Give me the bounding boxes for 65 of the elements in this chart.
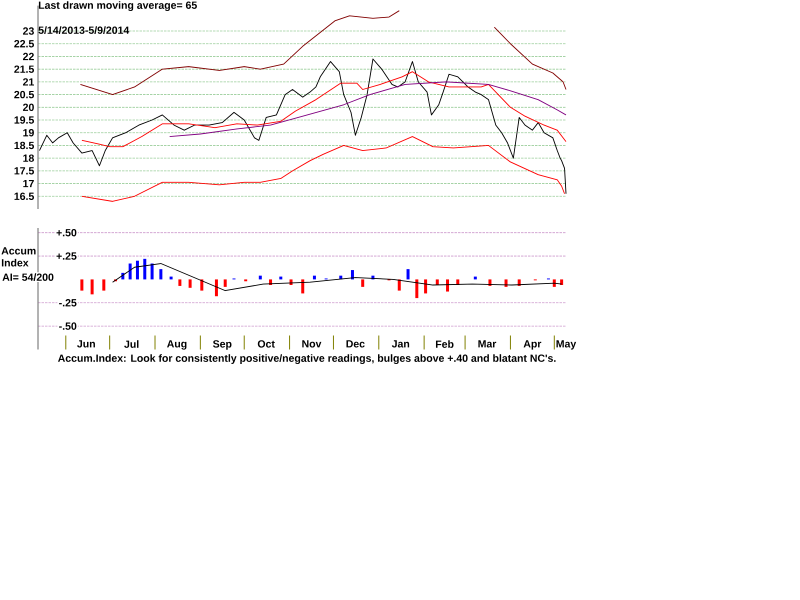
bar [560,279,564,286]
bar [474,276,477,280]
bar [80,279,84,291]
x-tick-label: Mar [478,340,496,348]
y-tick-label: 18 [23,154,34,162]
bar [436,279,439,286]
text: 5/14/2013-5/9/2014 [38,26,130,34]
x-tick-label: Aug [167,340,186,350]
bar [150,264,154,280]
bar [102,279,106,291]
y-tick-label: 19.5 [14,116,34,124]
bar [90,279,94,294]
y-tick-label: +.50 [56,228,76,236]
y-tick-label: 22.5 [14,40,34,48]
x-tick-label: May [556,340,576,350]
annotation: AI= 54/200 [2,273,54,282]
line-series [81,71,566,148]
line-series [169,81,566,137]
bar [128,264,132,280]
x-tick-label: Jan [392,340,410,348]
y-tick-label: 17.5 [14,167,34,175]
x-tick-label: Nov [302,340,322,348]
line-series [81,136,565,202]
chart-title: Last drawn moving average= 65 [38,1,197,12]
y-tick-label: 23 [22,27,34,35]
text: Accum.Index: Look for consistently positive/negative readings, bulges above +.40 and blatant NC's. [58,354,556,364]
y-tick-label: 16.5 [14,192,34,200]
y-tick-label: 20 [22,104,34,112]
y-tick-label: 20.5 [14,90,34,98]
bar [136,260,139,280]
x-tick-label: Feb [436,340,454,348]
y-tick-label: 22 [22,52,34,60]
bar [312,276,316,280]
y-tick-label: 19 [23,129,34,136]
bar [143,258,146,280]
y-tick-label: -.50 [59,322,76,330]
bar [350,270,354,280]
bar [415,279,418,298]
bar [214,279,218,296]
y-tick-label: 21.5 [14,65,34,73]
x-tick-label: Apr [524,340,542,350]
bar [361,279,364,287]
bar [258,276,262,280]
bar [170,276,173,280]
y-tick-label: 17 [23,180,34,188]
x-tick-label: Dec [346,340,365,348]
x-tick-label: Jul [124,340,138,348]
bar [224,279,227,287]
bar [159,269,162,280]
bar [406,269,410,280]
bar [188,279,192,288]
y-tick-label: 18.5 [14,142,34,150]
x-tick-label: Jun [77,340,95,348]
bar [279,276,282,280]
line-series [112,263,562,292]
x-tick-label: Sep [212,340,232,350]
y-axis-title: Accum Index [1,247,36,267]
bar [301,279,304,294]
y-tick-label: 21 [22,78,34,86]
y-tick-label: +.25 [56,252,76,260]
bar [178,279,182,286]
bar [398,279,401,291]
x-tick-label: Oct [258,340,275,348]
bar [424,279,428,294]
y-tick-label: -.25 [59,299,76,306]
